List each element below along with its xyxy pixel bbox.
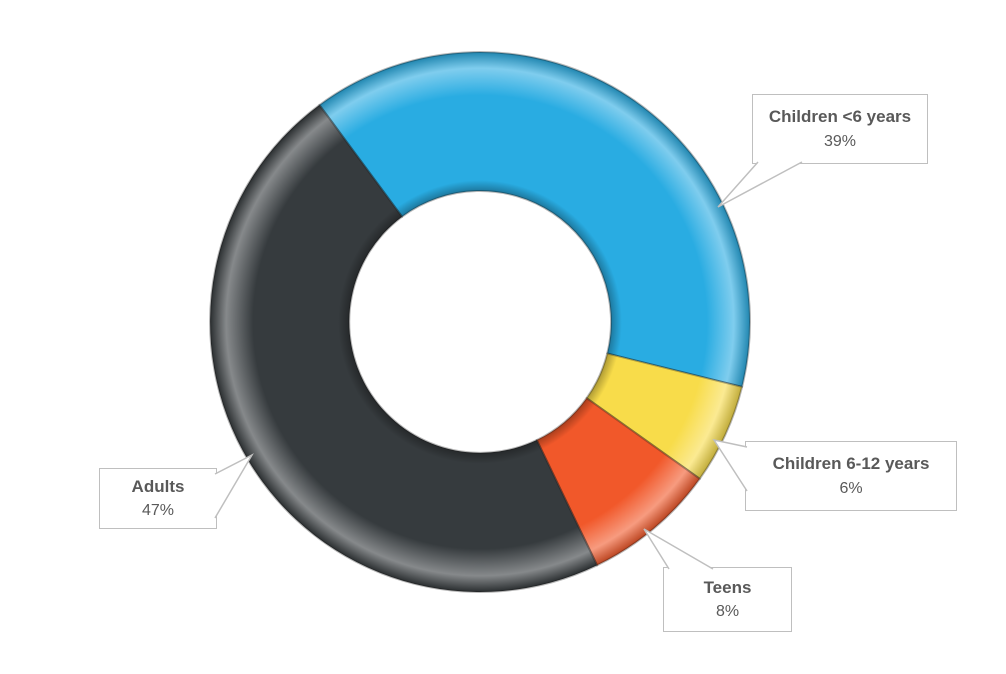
donut-slice-adults[interactable] — [209, 104, 599, 593]
callout-children-under-6-years[interactable]: Children <6 years 39% — [752, 94, 928, 164]
callout-teens[interactable]: Teens 8% — [663, 567, 792, 632]
callout-children-6-12-years[interactable]: Children 6-12 years 6% — [745, 441, 957, 511]
callout-adults[interactable]: Adults 47% — [99, 468, 217, 529]
donut-slice-teens[interactable] — [535, 397, 701, 567]
callout-percent-value: 39% — [823, 132, 857, 150]
callout-percent-value: 8% — [715, 603, 740, 621]
callout-category-label: Adults — [131, 476, 185, 496]
donut-slice-children-6-years[interactable] — [318, 51, 751, 388]
callout-percent-value: 47% — [141, 502, 175, 520]
callout-category-label: Children <6 years — [768, 107, 912, 127]
callout-category-label: Children 6-12 years — [772, 454, 930, 474]
callout-category-label: Teens — [703, 577, 752, 597]
callout-percent-value: 6% — [839, 479, 863, 497]
